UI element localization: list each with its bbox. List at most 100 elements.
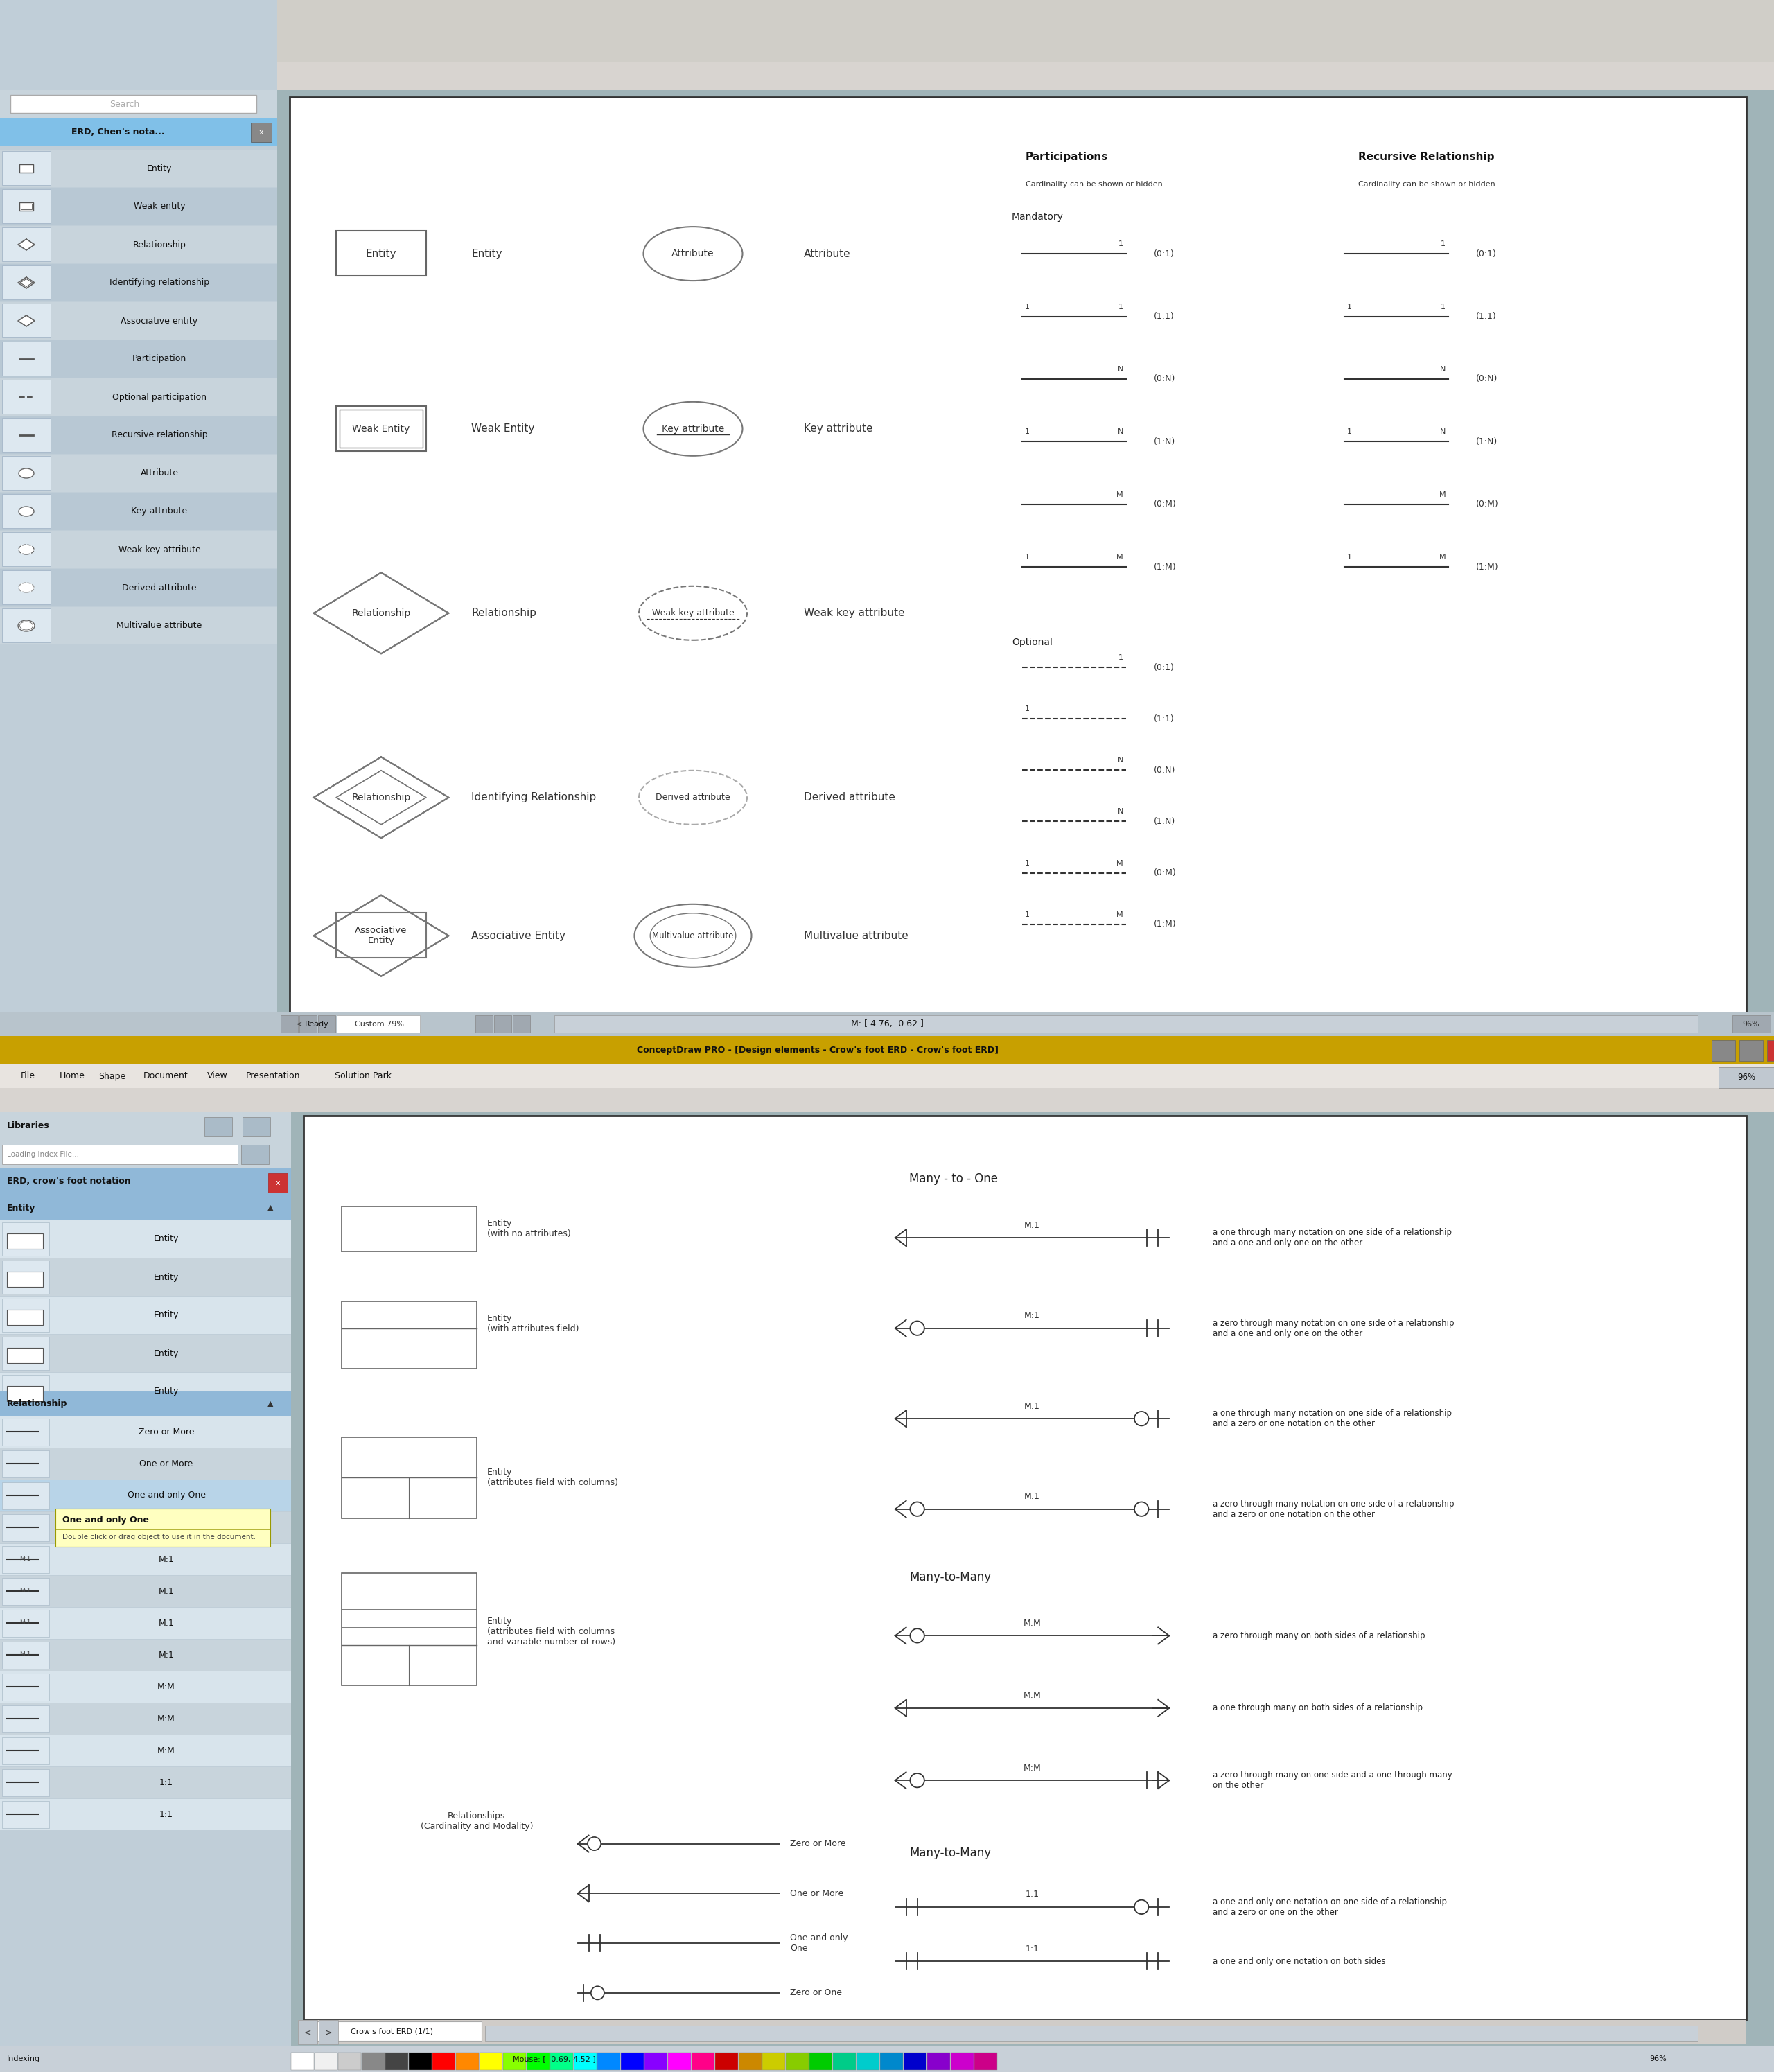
- FancyBboxPatch shape: [0, 1113, 291, 1140]
- FancyBboxPatch shape: [0, 0, 1774, 62]
- Text: Identifying Relationship: Identifying Relationship: [472, 792, 596, 802]
- FancyBboxPatch shape: [2, 1336, 50, 1370]
- FancyBboxPatch shape: [1767, 1040, 1774, 1061]
- Ellipse shape: [644, 226, 743, 280]
- Text: One or More: One or More: [140, 1459, 193, 1469]
- Text: Entity
(with attributes field): Entity (with attributes field): [488, 1314, 578, 1334]
- Circle shape: [591, 1987, 605, 1999]
- Text: Many - to - One: Many - to - One: [910, 1173, 999, 1185]
- FancyBboxPatch shape: [2, 456, 51, 489]
- FancyBboxPatch shape: [550, 2053, 573, 2070]
- Text: Indexing: Indexing: [7, 2055, 41, 2062]
- Text: One and only One: One and only One: [62, 1517, 149, 1525]
- Text: Entity: Entity: [154, 1235, 179, 1243]
- Text: Presentation: Presentation: [247, 1071, 300, 1082]
- Text: M:1: M:1: [1024, 1401, 1040, 1411]
- Text: Custom 79%: Custom 79%: [355, 1021, 404, 1028]
- FancyBboxPatch shape: [0, 454, 277, 491]
- FancyBboxPatch shape: [0, 1639, 291, 1670]
- FancyBboxPatch shape: [0, 493, 277, 530]
- Ellipse shape: [20, 545, 34, 555]
- Text: M:1: M:1: [158, 1554, 174, 1564]
- FancyBboxPatch shape: [0, 1703, 291, 1734]
- Text: <: <: [296, 1021, 302, 1028]
- Text: (1:M): (1:M): [1476, 564, 1499, 572]
- FancyBboxPatch shape: [475, 1015, 493, 1032]
- Text: One and only One: One and only One: [128, 1492, 206, 1500]
- FancyBboxPatch shape: [0, 1577, 291, 1608]
- Polygon shape: [18, 315, 35, 327]
- Text: 1:1: 1:1: [160, 1809, 174, 1819]
- Text: One or More: One or More: [789, 1890, 844, 1898]
- Text: Recursive relationship: Recursive relationship: [112, 431, 208, 439]
- FancyBboxPatch shape: [2, 379, 51, 414]
- FancyBboxPatch shape: [362, 2053, 385, 2070]
- FancyBboxPatch shape: [20, 164, 34, 172]
- Text: M:M: M:M: [1024, 1763, 1041, 1772]
- FancyBboxPatch shape: [302, 2022, 481, 2041]
- Text: Relationships
(Cardinality and Modality): Relationships (Cardinality and Modality): [420, 1811, 532, 1832]
- FancyBboxPatch shape: [298, 2020, 1746, 2045]
- Text: M: M: [1116, 912, 1123, 918]
- FancyBboxPatch shape: [433, 2053, 456, 2070]
- Text: a one through many notation on one side of a relationship
and a one and only one: a one through many notation on one side …: [1212, 1229, 1451, 1247]
- Text: Document: Document: [144, 1071, 188, 1082]
- Circle shape: [1134, 1411, 1148, 1426]
- FancyBboxPatch shape: [495, 1015, 511, 1032]
- FancyBboxPatch shape: [2, 342, 51, 375]
- Text: Search: Search: [110, 99, 140, 108]
- Text: Mandatory: Mandatory: [1011, 211, 1064, 222]
- Text: 96%: 96%: [1742, 1021, 1760, 1028]
- FancyBboxPatch shape: [0, 1196, 291, 1220]
- Text: Loading Index File...: Loading Index File...: [7, 1152, 80, 1158]
- FancyBboxPatch shape: [0, 1448, 291, 1479]
- FancyBboxPatch shape: [669, 2053, 690, 2070]
- FancyBboxPatch shape: [0, 570, 277, 607]
- Text: Entity: Entity: [472, 249, 502, 259]
- FancyBboxPatch shape: [385, 2053, 408, 2070]
- Text: 1: 1: [1025, 860, 1029, 866]
- Text: Derived attribute: Derived attribute: [804, 792, 896, 802]
- Text: <: <: [303, 2028, 310, 2037]
- Text: 96%: 96%: [1737, 1073, 1754, 1082]
- Text: M:M: M:M: [1024, 1618, 1041, 1629]
- FancyBboxPatch shape: [7, 1272, 43, 1287]
- Text: ConceptDraw PRO - [Design elements - Crow's foot ERD - Crow's foot ERD]: ConceptDraw PRO - [Design elements - Cro…: [637, 1046, 999, 1055]
- FancyBboxPatch shape: [204, 1117, 232, 1135]
- Ellipse shape: [20, 506, 34, 516]
- Ellipse shape: [644, 402, 743, 456]
- Text: Entity: Entity: [154, 1349, 179, 1357]
- FancyBboxPatch shape: [20, 203, 34, 211]
- Ellipse shape: [639, 771, 747, 825]
- FancyBboxPatch shape: [809, 2053, 832, 2070]
- Text: Attribute: Attribute: [140, 468, 179, 479]
- FancyBboxPatch shape: [0, 226, 277, 263]
- Text: M:1: M:1: [20, 1651, 30, 1658]
- Text: M:1: M:1: [20, 1556, 30, 1562]
- FancyBboxPatch shape: [2, 419, 51, 452]
- Text: M:1: M:1: [1024, 1220, 1040, 1231]
- FancyBboxPatch shape: [2, 189, 51, 224]
- Text: M:M: M:M: [158, 1747, 176, 1755]
- Text: Entity: Entity: [147, 164, 172, 172]
- Text: Multivalue attribute: Multivalue attribute: [653, 930, 734, 941]
- Ellipse shape: [18, 620, 35, 632]
- Text: Relationship: Relationship: [472, 607, 536, 617]
- FancyBboxPatch shape: [0, 1113, 291, 2072]
- Text: (0:M): (0:M): [1153, 499, 1176, 510]
- Text: (1:1): (1:1): [1476, 313, 1497, 321]
- FancyBboxPatch shape: [0, 1544, 291, 1575]
- FancyBboxPatch shape: [0, 379, 277, 416]
- Text: a one through many notation on one side of a relationship
and a zero or one nota: a one through many notation on one side …: [1212, 1409, 1451, 1428]
- Text: Crow's foot ERD (1/1): Crow's foot ERD (1/1): [349, 2028, 433, 2035]
- Circle shape: [1134, 1900, 1148, 1915]
- Text: |: |: [282, 1021, 284, 1028]
- Text: Optional: Optional: [1011, 638, 1052, 646]
- FancyBboxPatch shape: [715, 2053, 738, 2070]
- Text: Entity: Entity: [154, 1272, 179, 1283]
- FancyBboxPatch shape: [2, 303, 51, 338]
- FancyBboxPatch shape: [0, 340, 277, 377]
- Text: Entity: Entity: [365, 249, 397, 259]
- FancyBboxPatch shape: [786, 2053, 809, 2070]
- FancyBboxPatch shape: [342, 1438, 477, 1519]
